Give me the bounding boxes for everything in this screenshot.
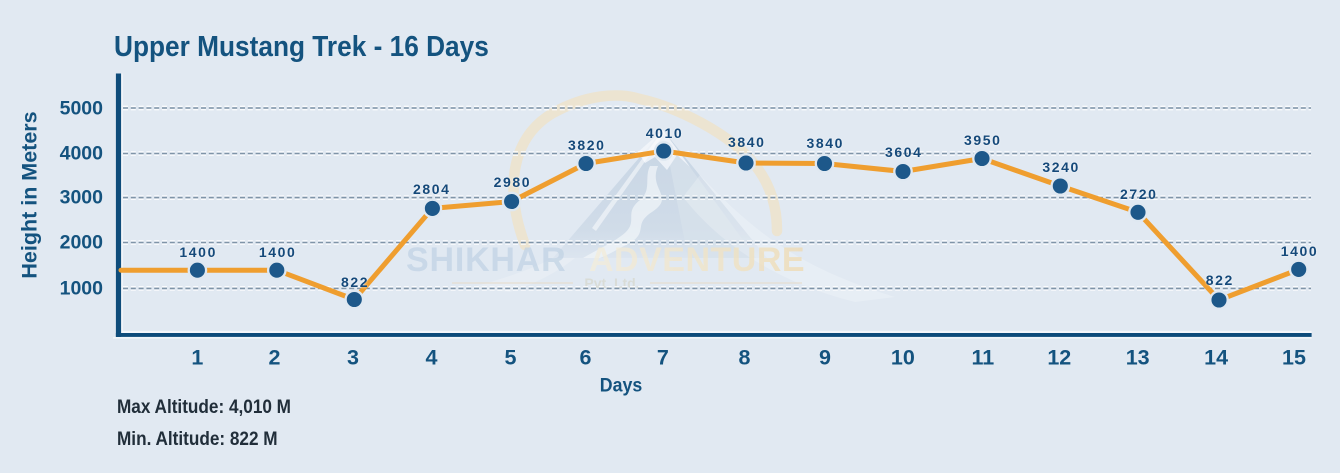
- svg-text:SHIKHAR: SHIKHAR: [406, 241, 567, 279]
- svg-text:ADVENTURE: ADVENTURE: [589, 241, 805, 279]
